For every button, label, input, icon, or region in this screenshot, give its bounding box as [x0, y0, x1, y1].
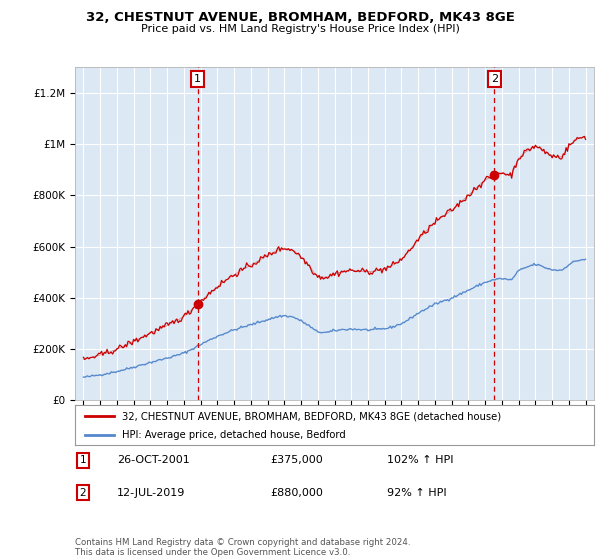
Text: 32, CHESTNUT AVENUE, BROMHAM, BEDFORD, MK43 8GE: 32, CHESTNUT AVENUE, BROMHAM, BEDFORD, M… [86, 11, 514, 24]
Text: 12-JUL-2019: 12-JUL-2019 [117, 488, 185, 498]
Text: 1: 1 [79, 455, 86, 465]
Text: 102% ↑ HPI: 102% ↑ HPI [387, 455, 454, 465]
Text: Price paid vs. HM Land Registry's House Price Index (HPI): Price paid vs. HM Land Registry's House … [140, 24, 460, 34]
Text: 26-OCT-2001: 26-OCT-2001 [117, 455, 190, 465]
Text: £880,000: £880,000 [270, 488, 323, 498]
Text: £375,000: £375,000 [270, 455, 323, 465]
Text: 2: 2 [79, 488, 86, 498]
Text: 1: 1 [194, 74, 201, 84]
Text: 32, CHESTNUT AVENUE, BROMHAM, BEDFORD, MK43 8GE (detached house): 32, CHESTNUT AVENUE, BROMHAM, BEDFORD, M… [122, 411, 501, 421]
Text: Contains HM Land Registry data © Crown copyright and database right 2024.
This d: Contains HM Land Registry data © Crown c… [75, 538, 410, 557]
Text: 2: 2 [491, 74, 498, 84]
Text: HPI: Average price, detached house, Bedford: HPI: Average price, detached house, Bedf… [122, 430, 346, 440]
Text: 92% ↑ HPI: 92% ↑ HPI [387, 488, 446, 498]
